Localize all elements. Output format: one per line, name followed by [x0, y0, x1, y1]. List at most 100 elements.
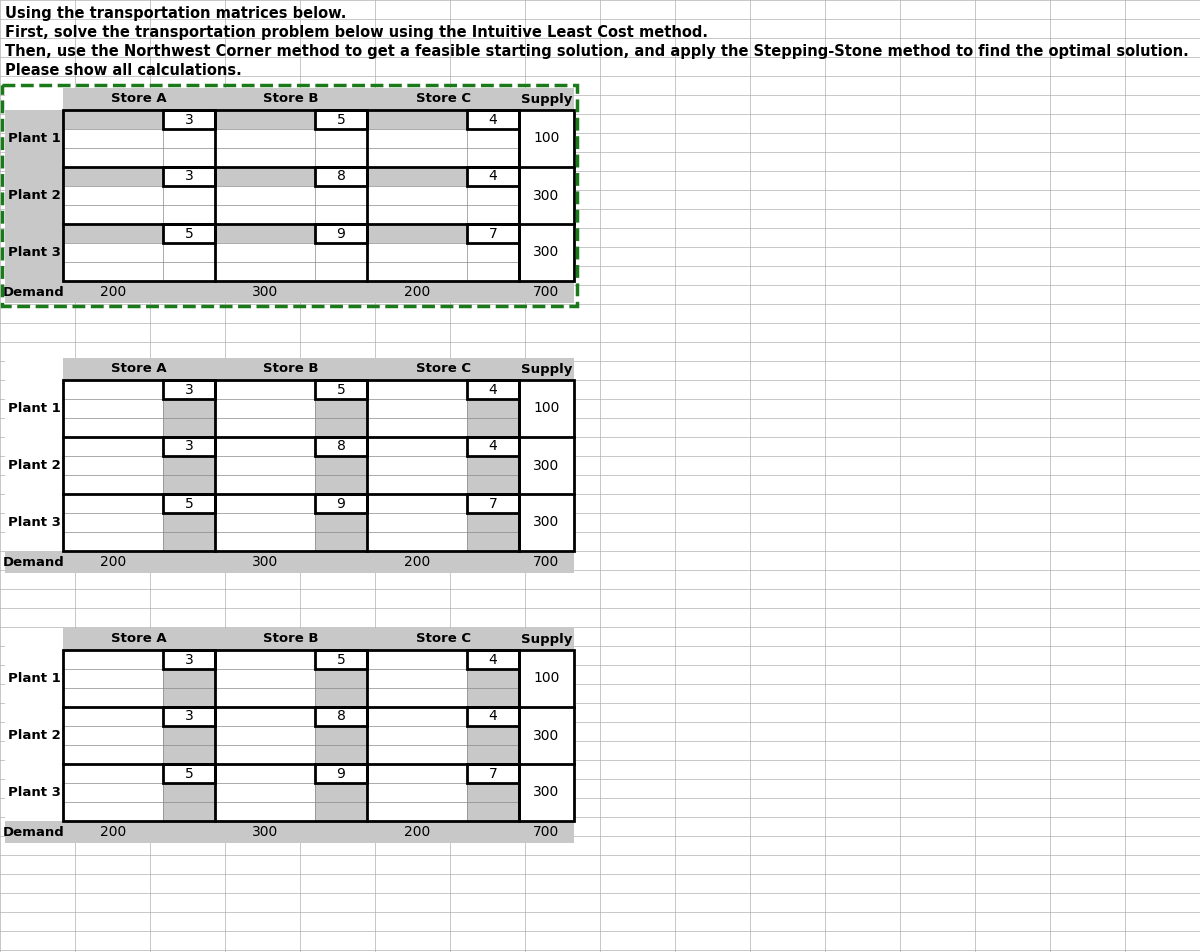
Bar [520, 707, 574, 764]
Bar [314, 224, 367, 243]
Text: Store C: Store C [415, 92, 470, 106]
Text: 4: 4 [488, 169, 497, 184]
Bar [367, 764, 467, 821]
Bar [467, 764, 520, 783]
Text: Store B: Store B [263, 632, 319, 645]
Text: 4: 4 [488, 652, 497, 666]
Bar [64, 186, 215, 224]
Text: 8: 8 [336, 440, 346, 453]
Text: 300: 300 [533, 515, 559, 529]
Bar [5, 358, 64, 380]
Bar [467, 707, 520, 726]
Bar [64, 494, 163, 551]
Text: 300: 300 [533, 728, 559, 743]
Bar [467, 650, 520, 669]
Text: 9: 9 [336, 766, 346, 781]
Bar [163, 707, 215, 726]
Bar [163, 167, 215, 186]
Bar [520, 380, 574, 437]
Text: Plant 3: Plant 3 [7, 246, 60, 259]
Bar [467, 380, 520, 399]
Bar [163, 437, 215, 456]
Bar [314, 380, 367, 399]
Bar [163, 494, 215, 513]
Bar [5, 380, 64, 437]
Bar [520, 224, 574, 281]
Bar [163, 380, 215, 399]
Bar [215, 380, 314, 437]
Bar [5, 88, 574, 303]
Text: Plant 2: Plant 2 [7, 189, 60, 202]
Bar [64, 437, 163, 494]
Bar [314, 437, 367, 456]
Text: Using the transportation matrices below.: Using the transportation matrices below. [5, 6, 347, 21]
Bar [64, 380, 163, 437]
Text: 300: 300 [252, 825, 278, 839]
Bar [367, 129, 520, 167]
Bar [5, 628, 64, 650]
Bar [467, 110, 520, 129]
Text: 7: 7 [488, 227, 497, 241]
Text: Demand: Demand [4, 556, 65, 568]
Text: Demand: Demand [4, 825, 65, 839]
Bar [520, 437, 574, 494]
Bar [467, 380, 520, 399]
Text: 3: 3 [185, 169, 193, 184]
Text: 8: 8 [336, 169, 346, 184]
Bar [163, 224, 215, 243]
Bar [163, 764, 215, 783]
Bar [314, 650, 367, 669]
Text: 8: 8 [336, 709, 346, 724]
Bar [215, 707, 314, 764]
Bar [5, 437, 64, 494]
Bar [215, 650, 314, 707]
Bar [5, 224, 64, 281]
Bar [314, 764, 367, 783]
Bar [520, 650, 574, 821]
Text: 300: 300 [252, 555, 278, 569]
Text: Store A: Store A [112, 632, 167, 645]
Bar [163, 110, 215, 129]
Bar [314, 167, 367, 186]
Bar [314, 494, 367, 513]
Bar [367, 380, 467, 437]
Text: 9: 9 [336, 497, 346, 510]
Bar [163, 707, 215, 726]
Text: Plant 1: Plant 1 [7, 402, 60, 415]
Text: 300: 300 [533, 785, 559, 800]
Text: 5: 5 [185, 766, 193, 781]
Bar [5, 494, 64, 551]
Bar [64, 650, 520, 821]
Bar [467, 437, 520, 456]
Text: 300: 300 [252, 285, 278, 299]
Bar [215, 437, 314, 494]
Bar [467, 110, 520, 129]
Text: Store B: Store B [263, 92, 319, 106]
Text: 3: 3 [185, 652, 193, 666]
Text: 300: 300 [533, 246, 559, 260]
Bar [314, 650, 367, 669]
Bar [314, 494, 367, 513]
Bar [5, 650, 64, 707]
Bar [367, 186, 520, 224]
Text: 3: 3 [185, 709, 193, 724]
Text: 100: 100 [533, 671, 559, 685]
Bar [163, 380, 215, 399]
Bar [520, 764, 574, 821]
Bar [64, 129, 215, 167]
Bar [367, 437, 467, 494]
Text: 5: 5 [337, 112, 346, 127]
Bar [520, 494, 574, 551]
Text: 200: 200 [404, 285, 430, 299]
Bar [467, 167, 520, 186]
Text: Plant 1: Plant 1 [7, 672, 60, 685]
Text: 9: 9 [336, 227, 346, 241]
Bar [2, 85, 577, 306]
Bar [467, 764, 520, 783]
Text: Plant 2: Plant 2 [7, 729, 60, 742]
Bar [5, 88, 64, 110]
Text: 700: 700 [533, 285, 559, 299]
Text: 5: 5 [185, 497, 193, 510]
Text: Store A: Store A [112, 92, 167, 106]
Bar [5, 707, 64, 764]
